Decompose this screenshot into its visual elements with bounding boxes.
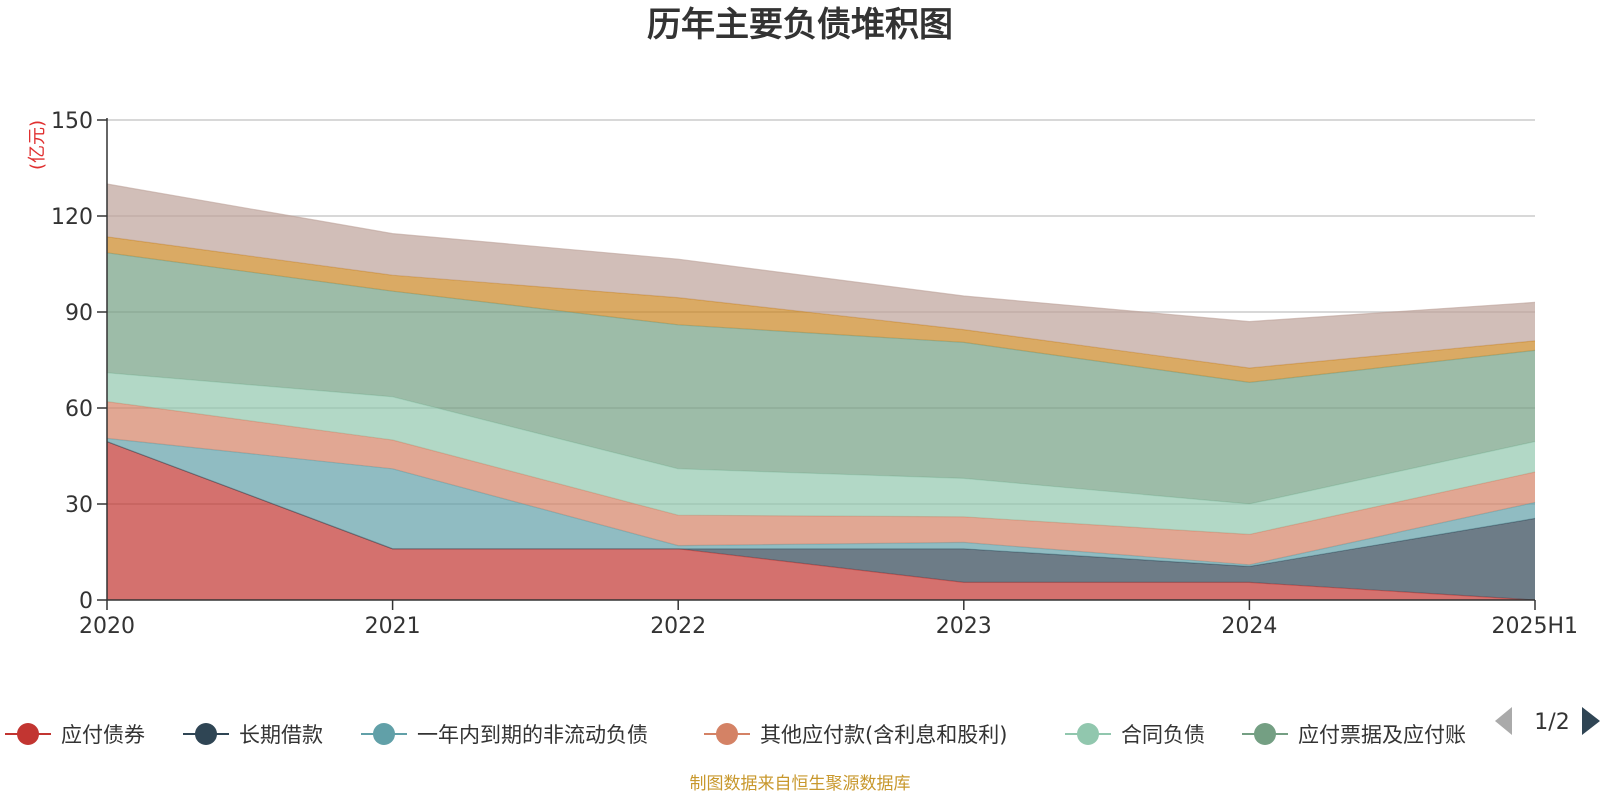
legend-item-5[interactable]: 应付票据及应付账 — [1242, 723, 1466, 747]
area-series-5[interactable] — [107, 252, 1535, 504]
legend-label: 一年内到期的非流动负债 — [417, 723, 648, 747]
legend-label: 其他应付款(含利息和股利) — [760, 723, 1007, 747]
legend-label: 应付债券 — [61, 723, 145, 747]
y-tick-label-4: 120 — [51, 205, 93, 230]
x-tick-label-2: 2022 — [650, 614, 706, 639]
y-tick-label-2: 60 — [65, 397, 93, 422]
legend-item-4[interactable]: 合同负债 — [1065, 723, 1205, 747]
legend-pager: 1/2 — [1495, 707, 1600, 735]
y-tick-label-5: 150 — [51, 109, 93, 134]
area-series-2[interactable] — [107, 438, 1535, 567]
legend-marker-icon — [17, 723, 39, 745]
legend-item-3[interactable]: 其他应付款(含利息和股利) — [704, 723, 1007, 747]
legend-label: 应付票据及应付账 — [1298, 723, 1466, 747]
legend-marker-icon — [195, 723, 217, 745]
legend-marker-icon — [1254, 723, 1276, 745]
x-tick-label-0: 2020 — [79, 614, 135, 639]
axes: 0 30 60 90 120 150 2020 2021 2022 2023 2024 2025H1 — [51, 109, 1578, 639]
pager-label: 1/2 — [1534, 710, 1569, 735]
area-series-1[interactable] — [107, 441, 1535, 600]
y-tick-label-0: 0 — [79, 589, 93, 614]
y-tick-label-3: 90 — [65, 301, 93, 326]
x-tick-label-1: 2021 — [365, 614, 421, 639]
legend-marker-icon — [716, 723, 738, 745]
area-series-group — [106, 183, 1536, 601]
legend-item-0[interactable]: 应付债券 — [5, 723, 145, 747]
area-series-4[interactable] — [107, 372, 1535, 535]
legend-label: 合同负债 — [1121, 723, 1205, 747]
legend-marker-icon — [373, 723, 395, 745]
series-line-7 — [106, 183, 1536, 323]
pager-prev-icon[interactable] — [1495, 707, 1512, 735]
legend-label: 长期借款 — [239, 723, 323, 747]
x-tick-label-4: 2024 — [1221, 614, 1277, 639]
source-note: 制图数据来自恒生聚源数据库 — [690, 774, 911, 794]
legend-marker-icon — [1077, 723, 1099, 745]
legend-item-2[interactable]: 一年内到期的非流动负债 — [361, 723, 648, 747]
y-tick-label-1: 30 — [65, 493, 93, 518]
legend-item-1[interactable]: 长期借款 — [183, 723, 323, 747]
y-axis-unit-label: (亿元) — [27, 120, 48, 170]
chart-title: 历年主要负债堆积图 — [647, 5, 953, 45]
area-series-3[interactable] — [107, 401, 1535, 565]
x-tick-label-5: 2025H1 — [1491, 614, 1578, 639]
series-line-4 — [106, 372, 1536, 505]
area-series-7[interactable] — [107, 184, 1535, 368]
area-series-0[interactable] — [107, 441, 1535, 600]
x-tick-label-3: 2023 — [936, 614, 992, 639]
pager-next-icon[interactable] — [1582, 707, 1600, 735]
legend: 应付债券 长期借款 一年内到期的非流动负债 其他应付款(含利息和股利) 合同负债 应付票据… — [5, 723, 1466, 747]
